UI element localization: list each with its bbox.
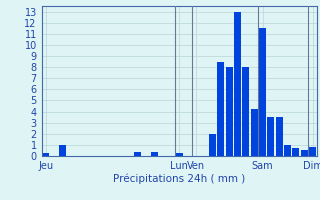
Bar [151, 152, 158, 156]
X-axis label: Précipitations 24h ( mm ): Précipitations 24h ( mm ) [113, 174, 245, 184]
Bar [134, 152, 141, 156]
Bar [301, 150, 308, 156]
Bar [217, 62, 224, 156]
Bar [309, 147, 316, 156]
Bar [176, 153, 183, 156]
Bar [276, 117, 283, 156]
Bar [259, 28, 266, 156]
Bar [209, 134, 216, 156]
Bar [292, 148, 300, 156]
Bar [242, 67, 250, 156]
Bar [234, 12, 241, 156]
Bar [284, 145, 291, 156]
Bar [42, 153, 49, 156]
Bar [251, 109, 258, 156]
Bar [59, 145, 66, 156]
Bar [268, 117, 275, 156]
Bar [226, 67, 233, 156]
